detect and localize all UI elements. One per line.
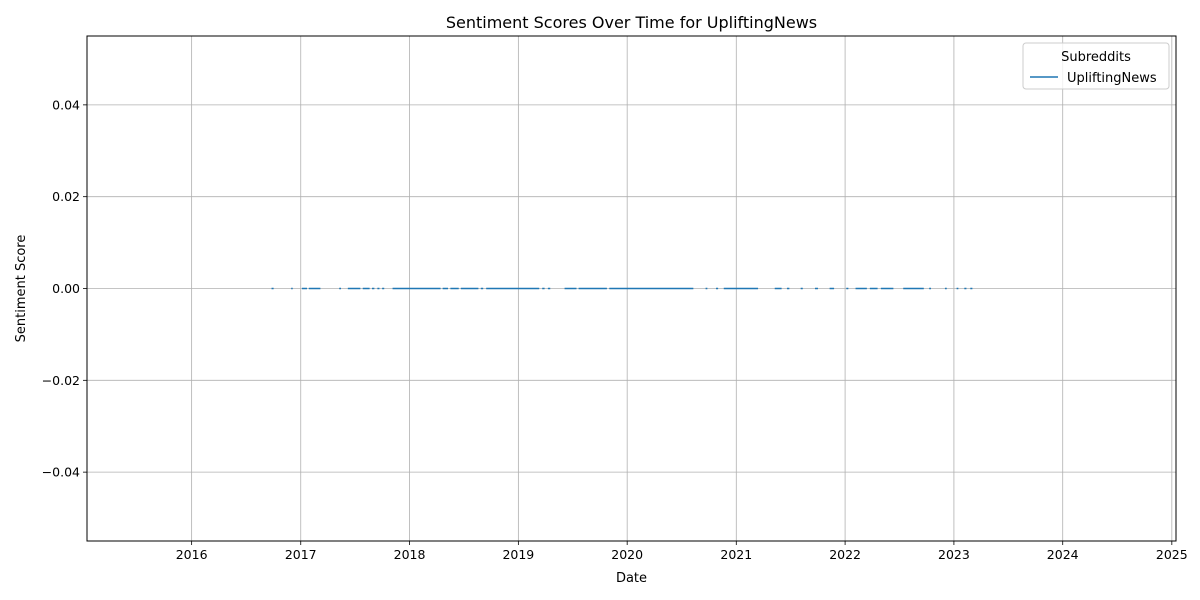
x-tick-label: 2022 — [829, 547, 861, 562]
y-tick-label: 0.00 — [52, 281, 80, 296]
legend: Subreddits UpliftingNews — [1022, 42, 1170, 90]
y-tick-label: 0.04 — [52, 97, 80, 112]
x-axis-label: Date — [616, 571, 647, 586]
y-axis-label: Sentiment Score — [14, 235, 29, 343]
x-tick-label: 2020 — [611, 547, 643, 562]
y-tick-label: −0.04 — [42, 465, 80, 480]
x-tick-label: 2024 — [1047, 547, 1079, 562]
x-tick-label: 2016 — [176, 547, 208, 562]
y-tick-label: −0.02 — [42, 373, 80, 388]
ticks: 2016 2017 2018 2019 2020 2021 2022 2023 2024 2025… — [42, 97, 1188, 562]
x-tick-label: 2018 — [394, 547, 426, 562]
legend-title: Subreddits — [1061, 50, 1131, 65]
x-tick-label: 2021 — [720, 547, 752, 562]
x-tick-label: 2017 — [285, 547, 317, 562]
x-tick-label: 2019 — [502, 547, 534, 562]
y-tick-label: 0.02 — [52, 189, 80, 204]
legend-box — [1022, 42, 1170, 90]
chart-title: Sentiment Scores Over Time for Uplifting… — [446, 13, 817, 32]
x-tick-label: 2023 — [938, 547, 970, 562]
legend-label-upliftingnews: UpliftingNews — [1067, 71, 1157, 86]
x-tick-label: 2025 — [1156, 547, 1188, 562]
